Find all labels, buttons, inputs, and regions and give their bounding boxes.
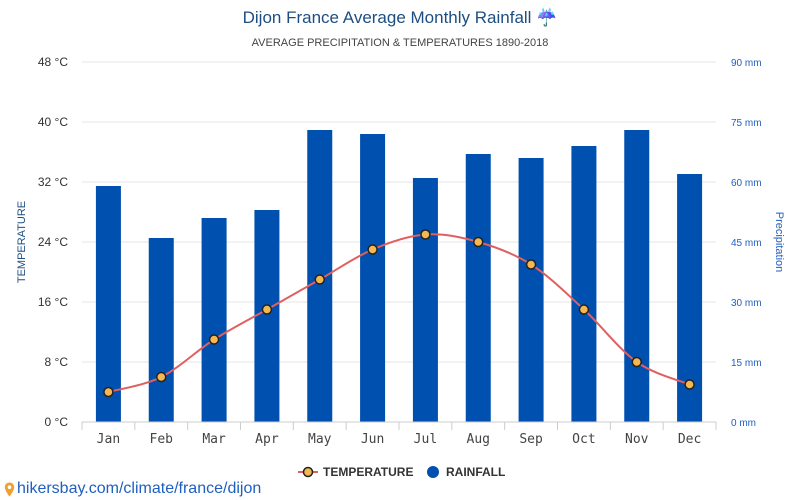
legend-item-rainfall[interactable]: RAINFALL: [427, 465, 505, 479]
right-axis-ticks: 0 mm 15 mm 30 mm 45 mm 60 mm 75 mm 90 mm: [731, 58, 762, 429]
left-tick-label: 16 °C: [38, 295, 68, 309]
temperature-point-dec: [684, 379, 695, 390]
temperature-point-apr: [261, 304, 273, 315]
right-tick-label: 60 mm: [731, 178, 762, 189]
right-tick-label: 90 mm: [731, 58, 762, 69]
left-axis-title: TEMPERATURE: [16, 201, 28, 283]
rainfall-bar-oct: [571, 146, 597, 422]
temperature-point-mar: [208, 334, 220, 345]
legend-item-temperature[interactable]: TEMPERATURE: [298, 465, 413, 479]
right-tick-label: 75 mm: [731, 118, 762, 129]
rainfall-bar-jan: [95, 186, 121, 422]
temperature-point-nov: [631, 356, 642, 368]
x-axis: Jan Feb Mar Apr May Jun Jul Aug Sep Oct Nov Dec: [81, 421, 717, 447]
x-tick-label: Feb: [150, 432, 174, 447]
x-tick-label: Aug: [467, 432, 490, 447]
rainfall-bar-aug: [465, 154, 491, 422]
temperature-point-sep: [525, 259, 537, 270]
left-axis-ticks: 0 °C 8 °C 16 °C 24 °C 32 °C 40 °C 48 °C: [38, 55, 68, 429]
x-tick-label: Dec: [678, 432, 701, 447]
chart-title: Dijon France Average Monthly Rainfall ☔: [243, 7, 558, 27]
rainfall-bars: [95, 130, 703, 422]
temperature-point-feb: [156, 371, 167, 383]
temperature-point-may: [314, 274, 325, 285]
location-pin-icon: [4, 482, 15, 496]
temperature-markers: [103, 229, 695, 398]
temperature-point-jan: [103, 386, 114, 398]
rainfall-bar-nov: [624, 130, 650, 422]
temperature-line: [108, 233, 690, 393]
legend: TEMPERATURE RAINFALL: [298, 465, 505, 479]
left-tick-label: 40 °C: [38, 115, 68, 129]
x-tick-label: Jan: [97, 432, 120, 447]
right-tick-label: 15 mm: [731, 358, 762, 369]
grid-lines: [82, 61, 716, 363]
rainfall-bar-jun: [360, 134, 386, 422]
left-tick-label: 8 °C: [45, 355, 69, 369]
x-tick-label: Mar: [202, 432, 226, 447]
rainfall-bar-mar: [201, 218, 227, 422]
right-tick-label: 0 mm: [731, 418, 756, 429]
x-tick-label: Oct: [572, 432, 595, 447]
left-tick-label: 24 °C: [38, 235, 68, 249]
right-tick-label: 45 mm: [731, 238, 762, 249]
source-link[interactable]: hikersbay.com/climate/france/dijon: [4, 480, 261, 498]
x-tick-label: May: [308, 432, 332, 447]
rainfall-bar-sep: [518, 158, 544, 422]
x-tick-label: Nov: [625, 432, 649, 447]
temperature-point-oct: [578, 304, 590, 315]
temperature-point-jun: [367, 244, 378, 255]
temperature-point-jul: [420, 229, 431, 240]
legend-rainfall-dot-icon: [427, 466, 439, 478]
left-tick-label: 0 °C: [45, 415, 69, 429]
rainfall-bar-apr: [254, 210, 280, 422]
x-tick-label: Jul: [414, 432, 437, 447]
x-tick-label: Apr: [255, 432, 279, 447]
left-tick-label: 48 °C: [38, 55, 68, 69]
rainfall-bar-feb: [148, 238, 174, 422]
x-tick-label: Sep: [519, 432, 543, 447]
legend-temperature-label: TEMPERATURE: [323, 465, 413, 479]
temperature-point-aug: [473, 236, 484, 248]
chart-subtitle: AVERAGE PRECIPITATION & TEMPERATURES 189…: [252, 37, 549, 49]
right-tick-label: 30 mm: [731, 298, 762, 309]
right-axis-title: Precipitation: [773, 212, 785, 273]
legend-rainfall-label: RAINFALL: [446, 465, 505, 479]
rainfall-bar-jul: [412, 178, 438, 422]
x-tick-label: Jun: [361, 432, 384, 447]
source-link-text: hikersbay.com/climate/france/dijon: [17, 480, 262, 497]
legend-temperature-marker-icon: [302, 466, 314, 478]
left-tick-label: 32 °C: [38, 175, 68, 189]
